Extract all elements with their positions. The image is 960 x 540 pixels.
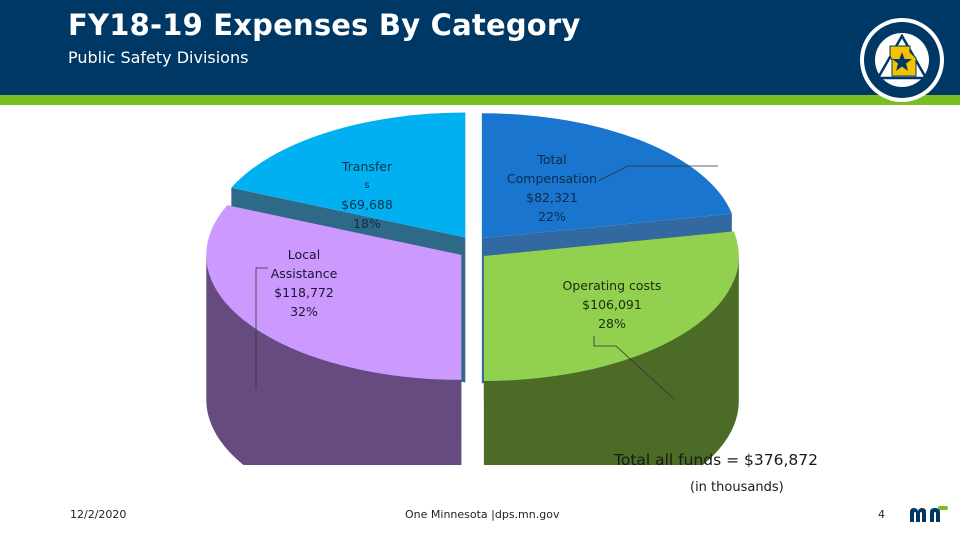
label-transfers-line2: s xyxy=(364,180,370,191)
page-title: FY18-19 Expenses By Category xyxy=(68,8,581,42)
label-operating-costs-name: Operating costs xyxy=(562,278,662,293)
label-transfers-percent: 18% xyxy=(353,216,381,231)
pie-slice-transfers xyxy=(231,112,466,238)
leader-operating-costs xyxy=(593,336,676,401)
label-operating-costs-value: $106,091 xyxy=(582,297,642,312)
header-bar xyxy=(0,0,960,95)
label-total-compensation-percent: 22% xyxy=(538,209,566,224)
label-local-assistance-name: Local Assistance xyxy=(270,247,338,281)
units-note: (in thousands) xyxy=(690,480,784,495)
label-transfers: Transfer s $69,688 18% xyxy=(327,157,407,233)
total-funds-note: Total all funds = $376,872 xyxy=(614,451,818,469)
label-local-assistance-percent: 32% xyxy=(290,304,318,319)
leader-local-assistance xyxy=(255,267,268,390)
expenses-pie-chart xyxy=(206,112,739,465)
footer-date: 12/2/2020 xyxy=(70,508,127,521)
label-transfers-value: $69,688 xyxy=(341,197,393,212)
label-operating-costs-percent: 28% xyxy=(598,316,626,331)
page-number: 4 xyxy=(878,508,885,521)
label-total-compensation-name: Total Compensation xyxy=(506,152,598,186)
pie-side-local-assistance xyxy=(206,254,462,465)
pie-slice-operating-costs xyxy=(483,231,739,381)
label-operating-costs: Operating costs $106,091 28% xyxy=(553,276,671,333)
department-seal-icon xyxy=(860,18,944,102)
label-local-assistance-value: $118,772 xyxy=(274,285,334,300)
label-transfers-line1: Transfer xyxy=(341,159,393,174)
pie-slice-local-assistance xyxy=(206,205,462,380)
label-total-compensation: Total Compensation $82,321 22% xyxy=(498,150,606,226)
leader-total-compensation xyxy=(597,165,718,182)
footer-site: One Minnesota |dps.mn.gov xyxy=(405,508,560,521)
label-total-compensation-value: $82,321 xyxy=(526,190,578,205)
page-subtitle: Public Safety Divisions xyxy=(68,48,249,67)
pie-side-operating-costs xyxy=(483,255,739,465)
label-local-assistance: Local Assistance $118,772 32% xyxy=(263,245,345,321)
header-stripe xyxy=(0,95,960,105)
pie-slice-total-compensation xyxy=(481,113,732,239)
mn-logo-icon xyxy=(910,506,948,522)
